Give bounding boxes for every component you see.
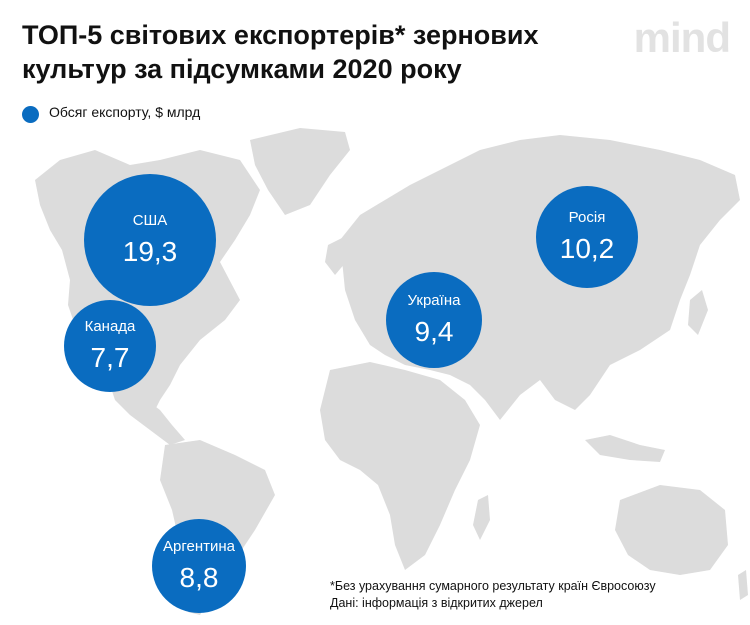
bubble-argentina-value: 8,8 — [179, 562, 219, 593]
bubble-canada-value: 7,7 — [90, 342, 130, 373]
bubble-usa-name: США — [132, 212, 168, 229]
bubble-argentina-name: Аргентина — [163, 538, 235, 555]
bubble-argentina: Аргентина 8,8 — [152, 519, 246, 613]
legend: Обсяг експорту, $ млрд — [22, 104, 219, 123]
footnote-line-1: *Без урахування сумарного результату кра… — [330, 579, 656, 593]
africa-shape — [320, 362, 480, 570]
bubble-usa: США 19,3 — [84, 174, 216, 306]
footnote-line-2: Дані: інформація з відкритих джерел — [330, 596, 543, 610]
legend-label: Обсяг експорту, $ млрд — [49, 104, 201, 120]
japan-shape — [688, 290, 708, 335]
indonesia-shape — [585, 435, 665, 462]
bubble-russia-value: 10,2 — [559, 233, 615, 264]
footnote: *Без урахування сумарного результату кра… — [330, 578, 740, 612]
greenland-shape — [250, 128, 350, 215]
australia-shape — [615, 485, 728, 575]
new-zealand-shape — [738, 570, 748, 600]
mind-logo: mind — [633, 14, 731, 61]
bubble-ukraine: Україна 9,4 — [386, 272, 482, 368]
bubble-canada: Канада 7,7 — [64, 300, 156, 392]
bubble-usa-value: 19,3 — [122, 236, 178, 267]
bubble-canada-name: Канада — [84, 318, 136, 335]
central-america-shape — [110, 385, 185, 445]
page-title: ТОП-5 світових експортерів* зернових кул… — [22, 20, 539, 84]
legend-dot-icon — [22, 106, 39, 123]
bubble-russia-name: Росія — [568, 209, 606, 226]
bubble-russia: Росія 10,2 — [536, 186, 638, 288]
madagascar-shape — [473, 495, 490, 540]
britain-shape — [325, 238, 346, 275]
bubble-ukraine-name: Україна — [407, 292, 461, 309]
bubble-ukraine-value: 9,4 — [414, 316, 454, 347]
